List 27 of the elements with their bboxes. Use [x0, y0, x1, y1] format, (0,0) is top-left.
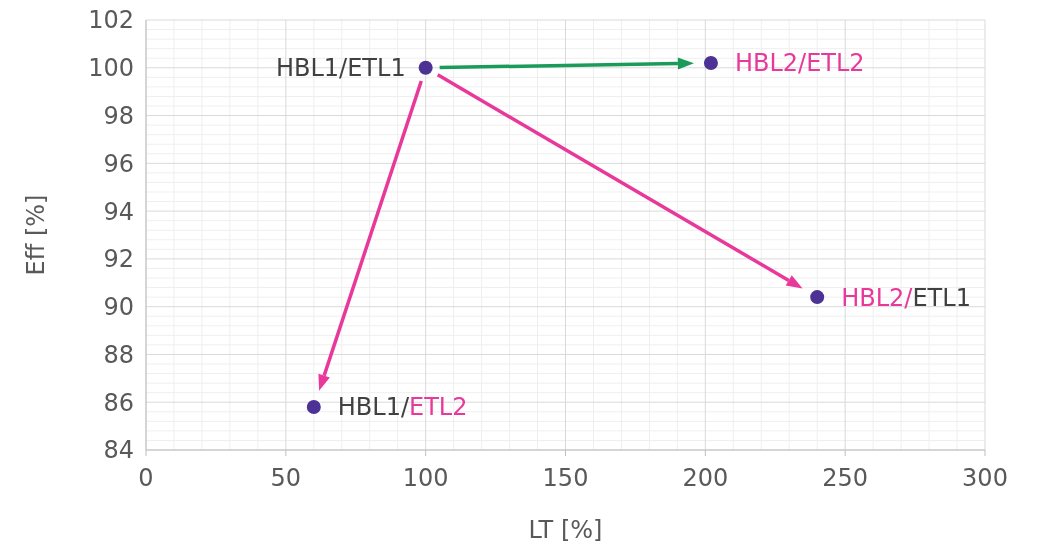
y-tick-label: 86	[103, 388, 134, 417]
x-tick-label: 50	[270, 464, 302, 492]
point	[703, 56, 718, 70]
y-tick-label: 98	[103, 101, 134, 130]
annotation: HBL1/ETL2	[337, 393, 468, 422]
y-tick-label: 92	[103, 245, 134, 274]
annotation: HBL2/ETL1	[841, 283, 971, 312]
y-tick-label: 94	[103, 197, 134, 226]
y-tick-label: 84	[103, 436, 134, 465]
y-tick-label: 96	[103, 149, 134, 178]
point	[810, 290, 825, 305]
x-axis-title: LT [%]	[528, 516, 603, 544]
annotation: HBL2/ETL2	[734, 49, 865, 78]
x-tick-label: 150	[542, 464, 589, 492]
x-tick-label: 100	[402, 464, 449, 492]
x-tick-label: 0	[138, 464, 154, 492]
annotation: HBL1/ETL1	[275, 54, 406, 83]
x-tick-label: 200	[682, 464, 729, 492]
x-tick-label: 250	[822, 464, 869, 492]
y-tick-label: 88	[103, 340, 134, 369]
y-tick-label: 100	[88, 54, 134, 83]
point	[418, 60, 433, 75]
y-tick-label: 102	[88, 6, 134, 35]
y-tick-label: 90	[103, 293, 134, 322]
point	[306, 400, 321, 414]
y-axis-title: Eff [%]	[22, 194, 50, 276]
x-tick-label: 300	[962, 464, 1008, 492]
